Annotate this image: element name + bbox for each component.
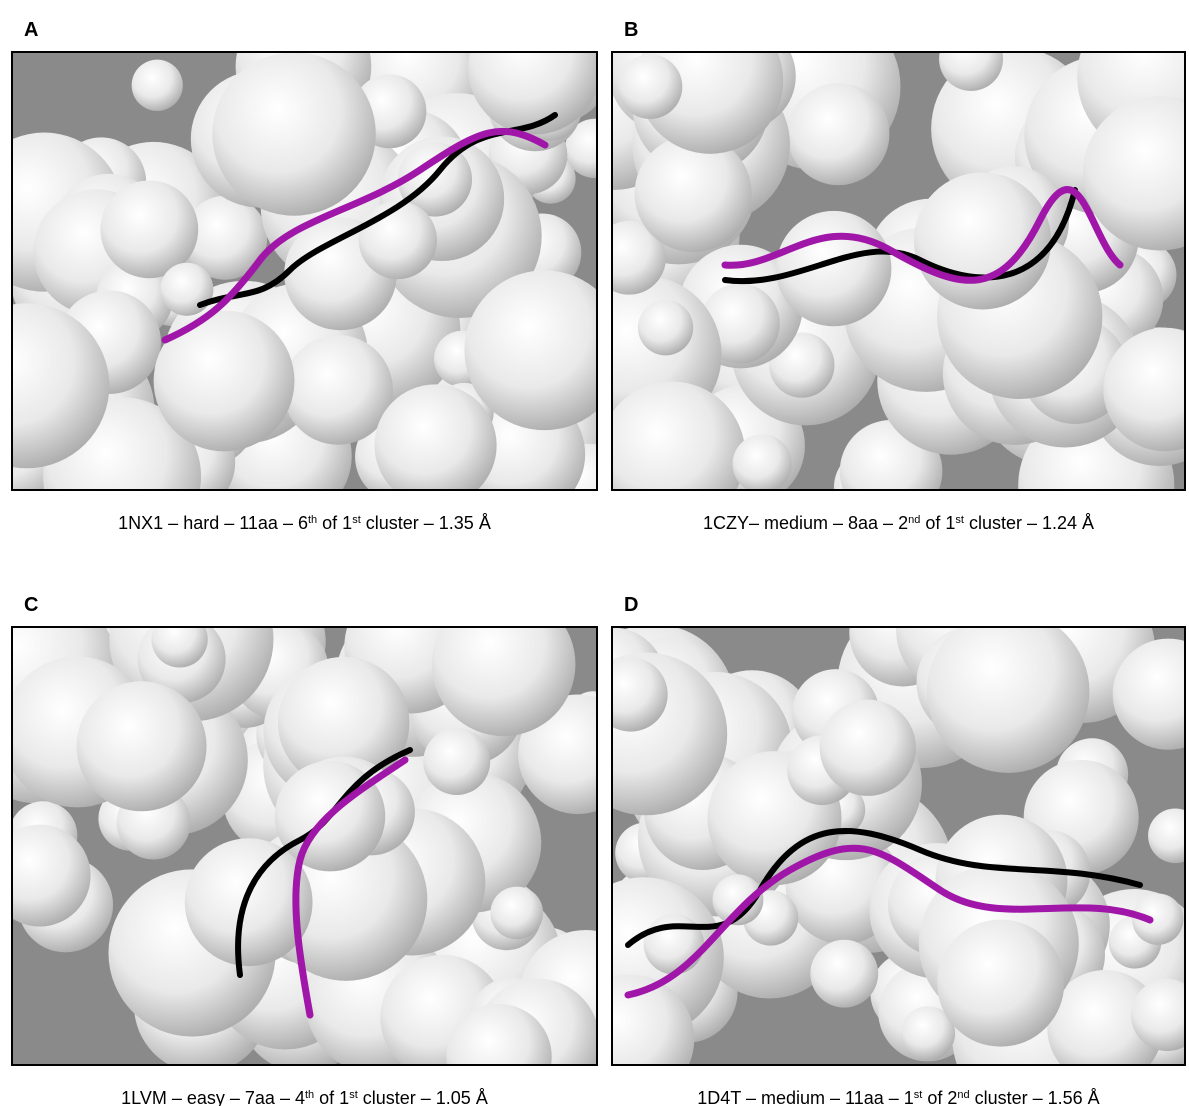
caption: 1LVM – easy – 7aa – 4th of 1st cluster –… [121, 1088, 488, 1106]
surface-blob [926, 627, 1090, 773]
surface-blob [939, 52, 1004, 91]
panel-frame [611, 51, 1186, 491]
panel-frame [11, 626, 598, 1066]
surface-blob [464, 270, 597, 431]
panel-frame [611, 626, 1186, 1066]
surface-blob [776, 210, 892, 327]
surface-blob [612, 657, 668, 732]
predicted-peptide [161, 127, 549, 344]
surface-blob [937, 919, 1065, 1047]
surface-blob [151, 627, 208, 668]
caption-text: 1CZY– medium – 8aa – 2 [703, 513, 908, 533]
surface-blob [283, 335, 393, 445]
reference-peptide [235, 747, 413, 978]
surface-blob [131, 59, 183, 111]
panel-frame [11, 51, 598, 491]
caption-text: 1D4T – medium – 11aa – 1 [697, 1088, 913, 1106]
surface-blob [277, 656, 410, 789]
surface-blob [100, 180, 199, 279]
superscript: st [914, 1089, 923, 1101]
surface-blob [423, 728, 491, 795]
superscript: nd [957, 1089, 969, 1101]
surface-blob [184, 838, 313, 967]
caption-text: cluster – 1.56 Å [970, 1088, 1100, 1106]
panel-image [612, 52, 1185, 490]
superscript: st [349, 1089, 358, 1101]
surface-blob [612, 381, 746, 490]
caption-text: of 1 [317, 513, 352, 533]
surface-blob [634, 134, 752, 253]
surface-blob [183, 195, 268, 280]
surface-blob [468, 52, 597, 135]
surface-blob [617, 54, 683, 119]
panel-letter: C [24, 594, 38, 616]
surface-blob [787, 83, 890, 186]
surface-blob [612, 220, 666, 295]
caption: 1CZY– medium – 8aa – 2nd of 1st cluster … [703, 513, 1094, 533]
surface-blob [12, 303, 110, 469]
caption: 1D4T – medium – 11aa – 1st of 2nd cluste… [697, 1088, 1099, 1106]
surface-blob [431, 627, 576, 737]
panel-letter: D [624, 594, 638, 616]
surface-blob [374, 384, 497, 490]
panel-image [12, 627, 597, 1065]
surface-blob [212, 52, 376, 216]
surface-blob [1132, 893, 1184, 945]
predicted-peptide [292, 756, 409, 1019]
surface-blob [732, 434, 792, 490]
caption-text: 1LVM – easy – 7aa – 4 [121, 1088, 305, 1106]
superscript: th [308, 514, 317, 526]
surface-blob [1131, 978, 1185, 1052]
predicted-peptide [624, 844, 1154, 999]
superscript: st [352, 514, 361, 526]
surface-blob [1082, 96, 1185, 251]
panel-image [612, 627, 1185, 1065]
caption-text: of 2 [922, 1088, 957, 1106]
surface-blob [446, 1003, 552, 1065]
caption-text: cluster – 1.05 Å [358, 1088, 488, 1106]
surface-blob [712, 874, 764, 926]
surface-blob [819, 699, 916, 796]
caption-text: of 1 [314, 1088, 349, 1106]
surface-blob [565, 118, 597, 179]
surface-blob [12, 824, 91, 927]
surface-blob [1112, 638, 1185, 750]
surface-blob [76, 681, 207, 812]
caption-text: cluster – 1.35 Å [361, 513, 491, 533]
panel-letter: B [624, 19, 638, 41]
predicted-peptide [721, 186, 1124, 284]
surface-blob [810, 939, 879, 1008]
surface-blob [643, 914, 705, 975]
surface-blob [1148, 808, 1185, 864]
surface-blob [490, 886, 544, 940]
superscript: nd [908, 514, 920, 526]
surface-blob [1047, 970, 1163, 1065]
reference-peptide [625, 827, 1143, 948]
surface-blob [160, 262, 214, 316]
superscript: st [955, 514, 964, 526]
caption-text: 1NX1 – hard – 11aa – 6 [118, 513, 308, 533]
caption-text: of 1 [920, 513, 955, 533]
caption-text: cluster – 1.24 Å [964, 513, 1094, 533]
superscript: th [305, 1089, 314, 1101]
surface-blob [1103, 327, 1185, 452]
reference-peptide [722, 187, 1078, 285]
surface-blob [901, 1006, 956, 1061]
panel-image [12, 52, 597, 490]
caption: 1NX1 – hard – 11aa – 6th of 1st cluster … [118, 513, 491, 533]
surface-blob [153, 310, 295, 452]
surface-blob [637, 299, 694, 356]
panel-letter: A [24, 19, 38, 41]
surface-blob [358, 200, 437, 280]
